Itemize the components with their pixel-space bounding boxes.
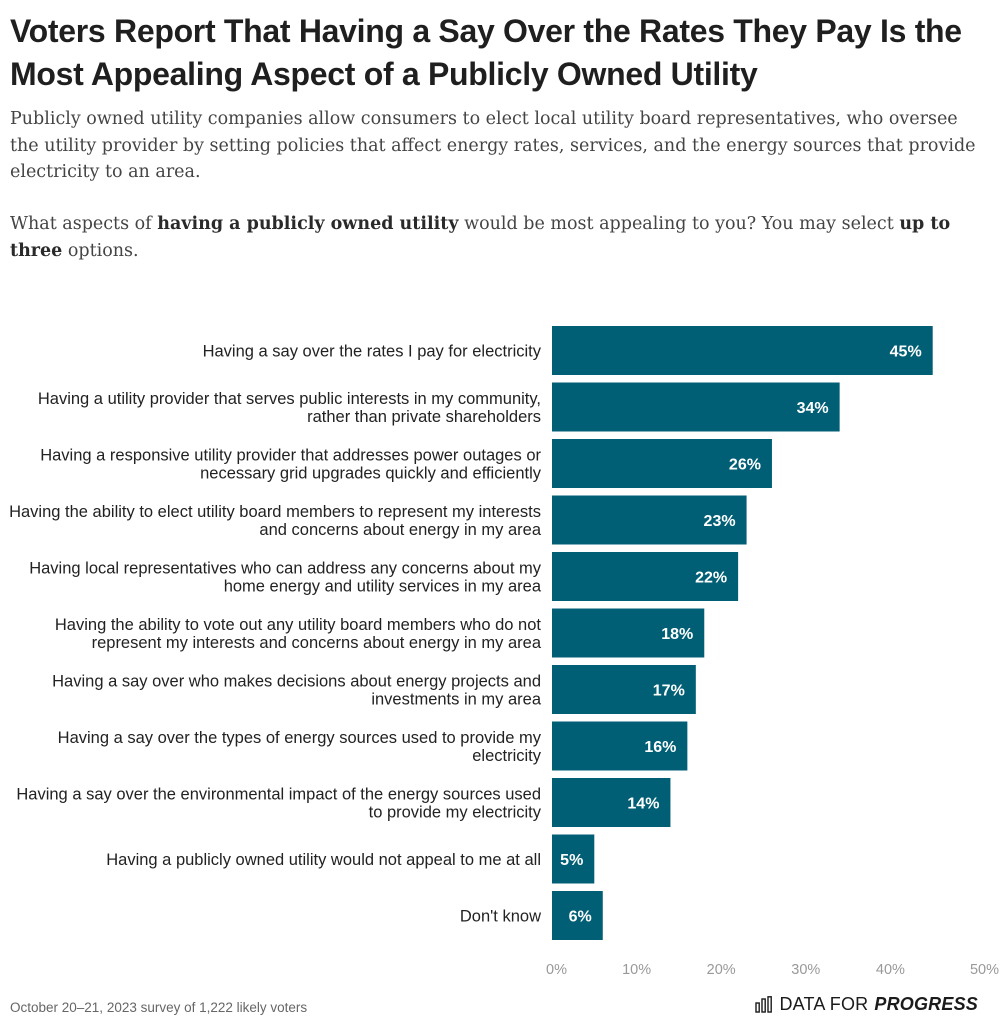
chart-title: Voters Report That Having a Say Over the…: [10, 13, 962, 92]
value-label-4: 23%: [704, 513, 736, 530]
bar-10: [552, 834, 595, 884]
x-tick-label-40: 40%: [876, 962, 905, 978]
category-label-1: Having a say over the rates I pay for el…: [203, 343, 542, 361]
bar-2: [552, 382, 840, 432]
x-tick-label-0: 0%: [546, 962, 567, 978]
category-label-9: Having a say over the environmental impa…: [16, 786, 541, 822]
category-label-3: Having a responsive utility provider tha…: [40, 447, 542, 483]
x-tick-label-30: 30%: [791, 962, 820, 978]
bar-11: [552, 891, 603, 940]
category-label-7: Having a say over who makes decisions ab…: [52, 673, 542, 709]
value-label-3: 26%: [729, 457, 761, 474]
value-label-7: 17%: [653, 683, 685, 700]
question-text-3: options.: [62, 240, 139, 261]
question-text-2: would be most appealing to you? You may …: [458, 214, 900, 234]
value-label-6: 18%: [661, 626, 693, 643]
brand-light: DATA FOR: [779, 994, 869, 1014]
question-text-1: What aspects of: [10, 214, 158, 234]
bar-1: [552, 326, 933, 375]
survey-footnote: October 20–21, 2023 survey of 1,222 like…: [10, 1000, 308, 1015]
category-label-5: Having local representatives who can add…: [29, 560, 542, 596]
intro-paragraph: Publicly owned utility companies allow c…: [10, 109, 976, 182]
value-label-9: 14%: [627, 796, 659, 813]
question-bold-2: up to three: [10, 214, 951, 261]
data-for-progress-logo: DATA FOR PROGRESS: [755, 994, 978, 1015]
bar-chart-icon: [755, 996, 773, 1013]
x-tick-label-20: 20%: [707, 962, 736, 978]
value-label-5: 22%: [695, 570, 727, 587]
category-label-8: Having a say over the types of energy so…: [58, 729, 542, 765]
x-tick-label-10: 10%: [622, 962, 651, 978]
value-label-2: 34%: [797, 400, 829, 417]
value-label-8: 16%: [644, 739, 676, 756]
bar-7: [552, 665, 696, 714]
category-label-4: Having the ability to elect utility boar…: [9, 503, 542, 539]
value-label-11: 6%: [569, 909, 592, 926]
category-label-6: Having the ability to vote out any utili…: [55, 616, 542, 652]
category-label-11: Don't know: [460, 908, 541, 926]
bar-8: [552, 721, 688, 771]
bar-4: [552, 495, 747, 545]
brand-strong: PROGRESS: [874, 994, 978, 1014]
category-label-10: Having a publicly owned utility would no…: [106, 851, 541, 869]
x-tick-label-50: 50%: [970, 962, 999, 978]
category-label-2: Having a utility provider that serves pu…: [38, 390, 541, 426]
bar-chart: 45% Having a say over the rates I pay for…: [9, 326, 999, 978]
bar-9: [552, 778, 671, 827]
bar-5: [552, 552, 739, 601]
survey-question: What aspects of having a publicly owned …: [10, 211, 985, 264]
value-label-10: 5%: [560, 852, 583, 869]
value-label-1: 45%: [890, 344, 922, 361]
bar-6: [552, 608, 705, 658]
bar-3: [552, 439, 772, 488]
question-bold-1: having a publicly owned utility: [157, 214, 459, 234]
